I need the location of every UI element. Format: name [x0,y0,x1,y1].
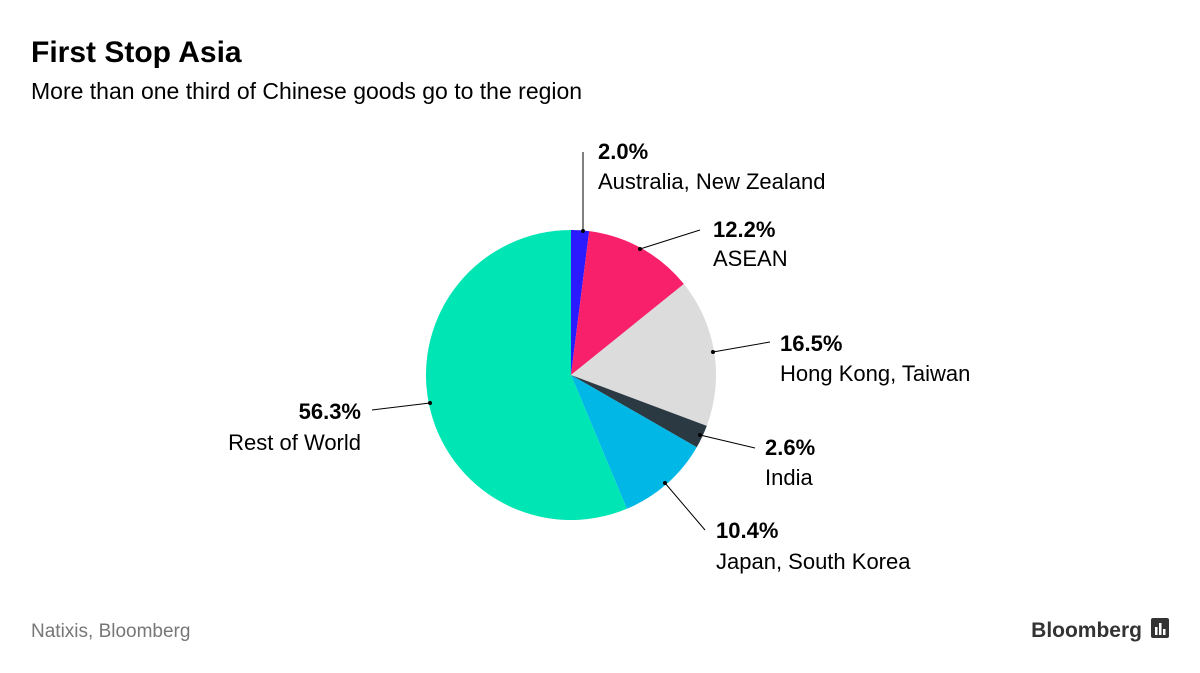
leader-dot [663,481,667,485]
brand-icon [1151,618,1169,638]
category-label: ASEAN [713,246,788,271]
value-label: 10.4% [716,518,778,543]
value-label: 2.0% [598,139,648,164]
category-label: Australia, New Zealand [598,169,825,194]
leader-dot [581,229,585,233]
category-label: Japan, South Korea [716,549,911,574]
pie-slice [571,375,707,448]
value-label: 2.6% [765,435,815,460]
brand: Bloomberg [1031,619,1142,642]
leader-line [664,482,706,531]
leader-line [712,341,771,353]
value-label: 16.5% [780,331,842,356]
leader-dot [638,247,642,251]
leader-line [371,402,431,411]
leader-dot [698,433,702,437]
chart-title: First Stop Asia [31,36,242,69]
chart-subtitle: More than one third of Chinese goods go … [31,78,582,104]
leader-line [639,229,701,250]
pie-slice [571,375,697,509]
pie-slice [426,230,627,520]
category-label: Rest of World [228,430,361,455]
leader-line [699,434,756,449]
value-label: 56.3% [299,399,361,424]
pie-slice [571,230,590,375]
value-label: 12.2% [713,217,775,242]
leader-dot [428,401,432,405]
category-label: Hong Kong, Taiwan [780,361,970,386]
pie-slice [571,231,684,375]
source: Natixis, Bloomberg [31,621,190,642]
leader-dot [711,350,715,354]
pie-slice [571,283,716,426]
category-label: India [765,465,813,490]
